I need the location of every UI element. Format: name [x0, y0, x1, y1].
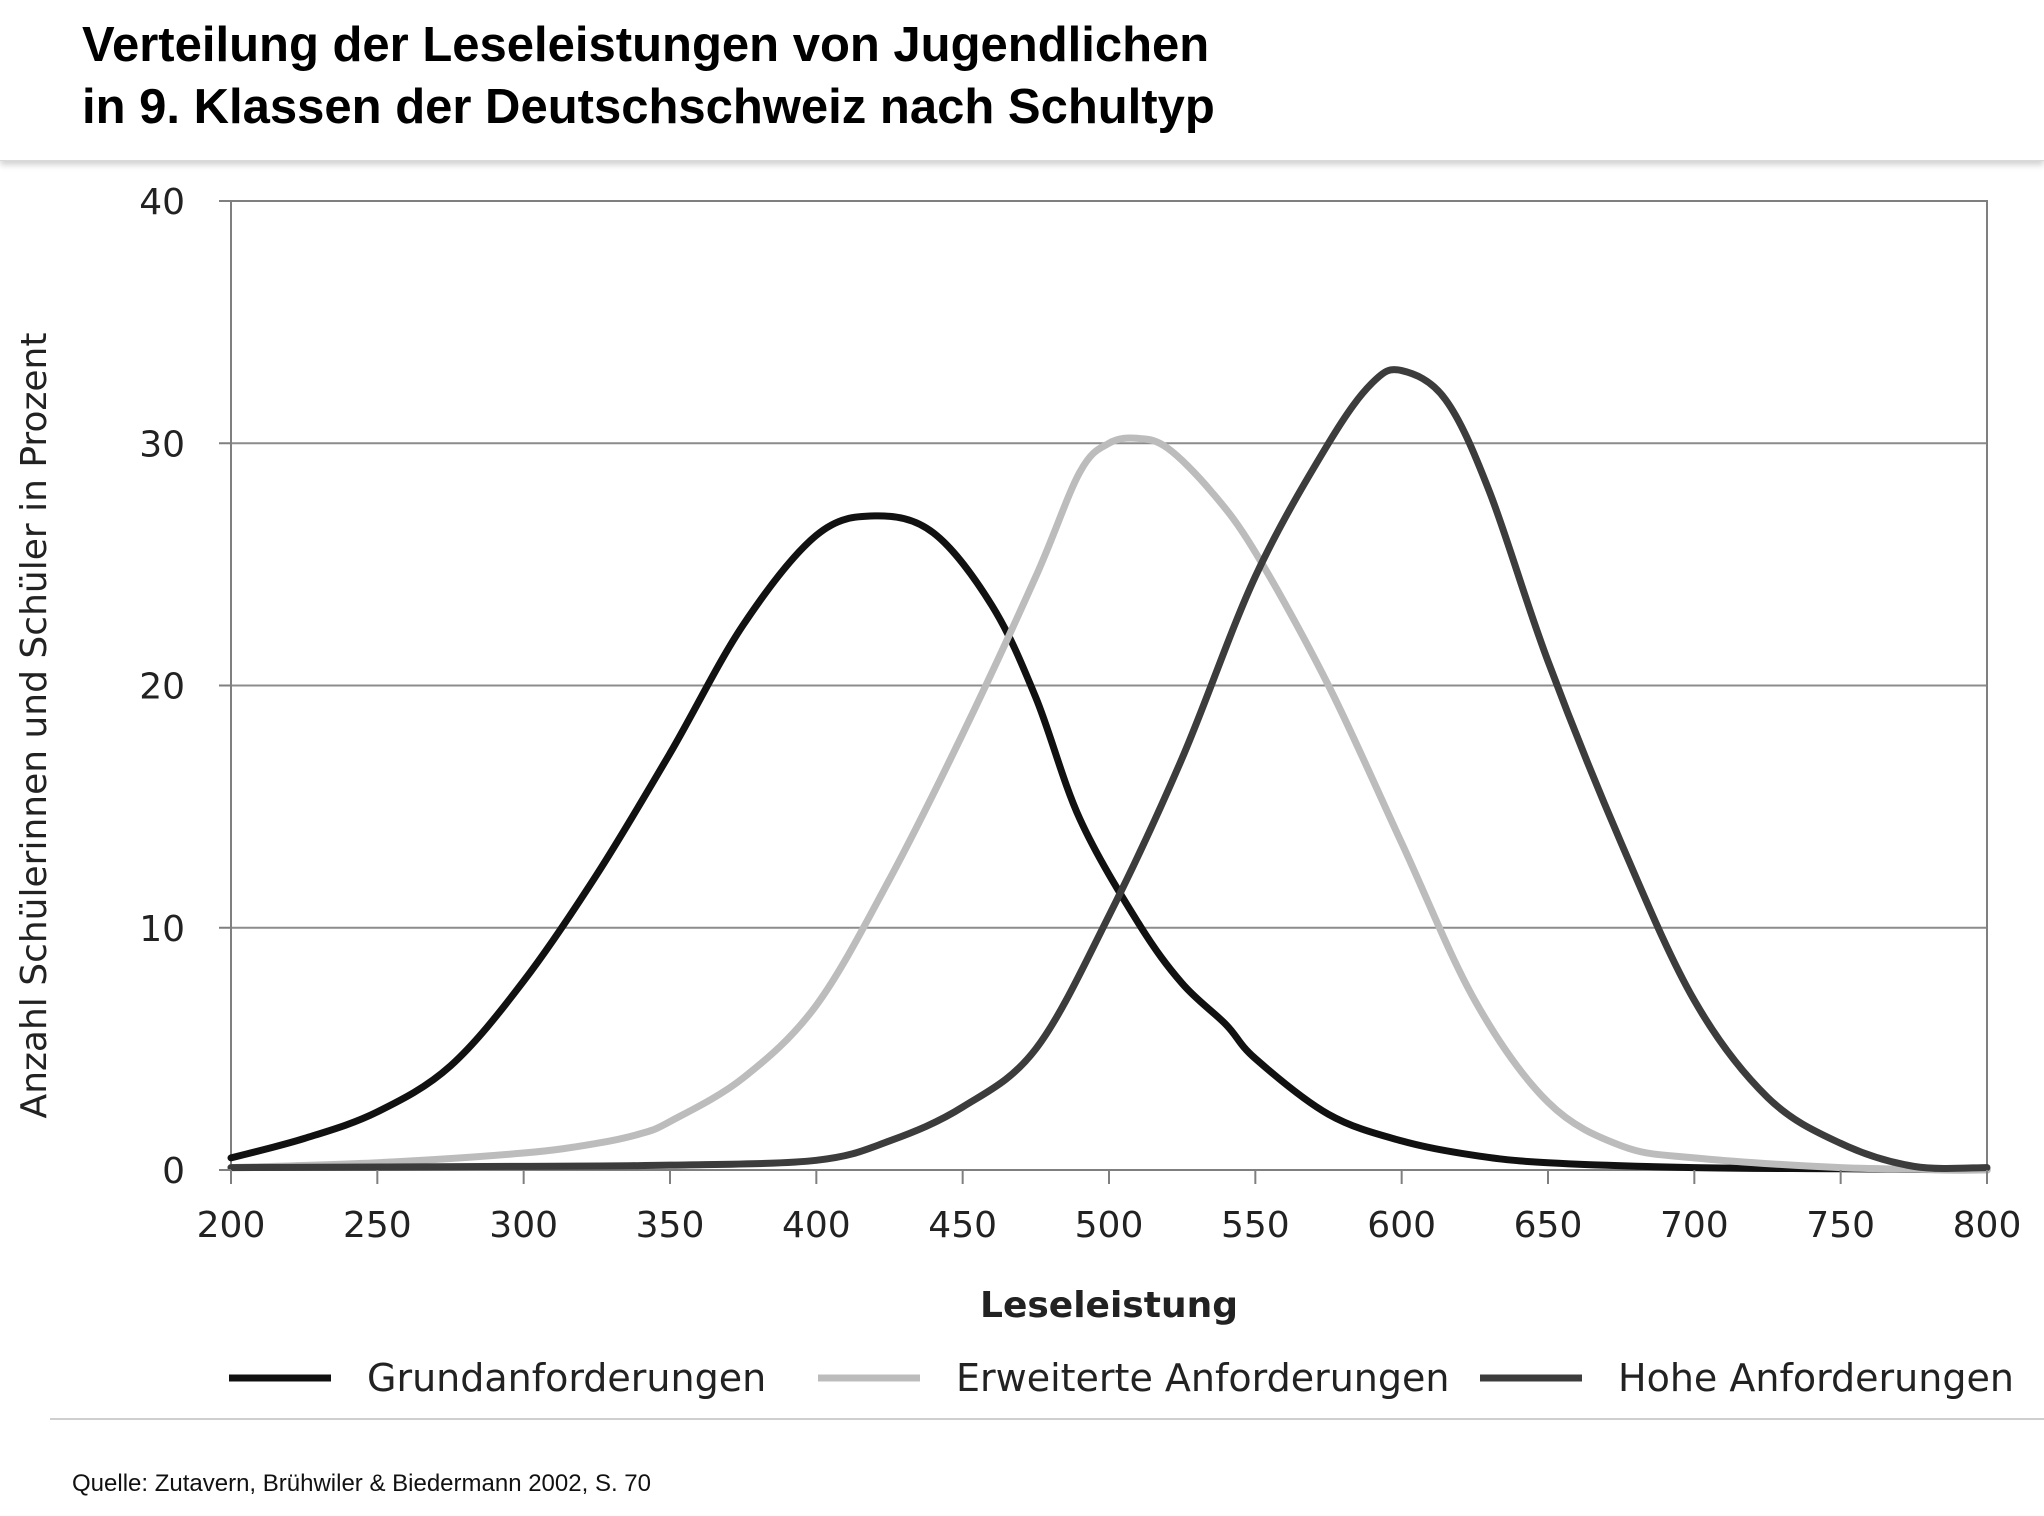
- series-line-erweiterte-anforderungen: [227, 434, 1991, 1174]
- x-tick-label: 600: [1367, 1205, 1436, 1246]
- grid-lines: [231, 200, 1987, 1171]
- x-tick-label: 800: [1953, 1205, 2022, 1246]
- series-lines: [227, 366, 1991, 1174]
- x-tick-label: 250: [343, 1205, 412, 1246]
- x-tick-label: 300: [489, 1205, 558, 1246]
- legend-label-erweiterte-anforderungen: Erweiterte Anforderungen: [956, 1356, 1449, 1400]
- x-tick-label: 200: [197, 1205, 266, 1246]
- y-axis-ticks: 0 10 20 30 40: [139, 182, 231, 1192]
- x-tick-label: 500: [1075, 1205, 1144, 1246]
- legend-label-hohe-anforderungen: Hohe Anforderungen: [1618, 1356, 2014, 1400]
- source-citation: Quelle: Zutavern, Brühwiler & Biedermann…: [72, 1470, 651, 1497]
- page-title-line-2: in 9. Klassen der Deutschschweiz nach Sc…: [82, 80, 1215, 134]
- x-tick-label: 700: [1660, 1205, 1729, 1246]
- x-tick-label: 650: [1514, 1205, 1583, 1246]
- y-tick-label: 40: [139, 182, 185, 223]
- footer-divider: [50, 1418, 2044, 1420]
- page-title-line-1: Verteilung der Leseleistungen von Jugend…: [82, 18, 1210, 72]
- y-tick-label: 30: [139, 424, 185, 465]
- header-bar: Verteilung der Leseleistungen von Jugend…: [0, 0, 2044, 161]
- page-title: Verteilung der Leseleistungen von Jugend…: [82, 14, 1215, 138]
- x-tick-label: 350: [636, 1205, 705, 1246]
- series-line-grundanforderungen: [227, 512, 1991, 1174]
- y-tick-label: 20: [139, 667, 185, 708]
- x-tick-label: 550: [1221, 1205, 1290, 1246]
- x-axis-ticks: 200 250 300 350 400 450 500 550 600 650 700 750 800: [197, 1170, 2022, 1246]
- x-tick-label: 450: [928, 1205, 997, 1246]
- series-line-hohe-anforderungen: [227, 366, 1991, 1172]
- x-tick-label: 750: [1806, 1205, 1875, 1246]
- y-tick-label: 0: [162, 1151, 185, 1192]
- x-axis-label: Leseleistung: [980, 1285, 1238, 1326]
- legend: Grundanforderungen Erweiterte Anforderung…: [229, 1356, 2014, 1400]
- legend-label-grundanforderungen: Grundanforderungen: [367, 1356, 766, 1400]
- y-axis-label: Anzahl Schülerinnen und Schüler in Proze…: [14, 333, 55, 1119]
- x-tick-label: 400: [782, 1205, 851, 1246]
- y-tick-label: 10: [139, 909, 185, 950]
